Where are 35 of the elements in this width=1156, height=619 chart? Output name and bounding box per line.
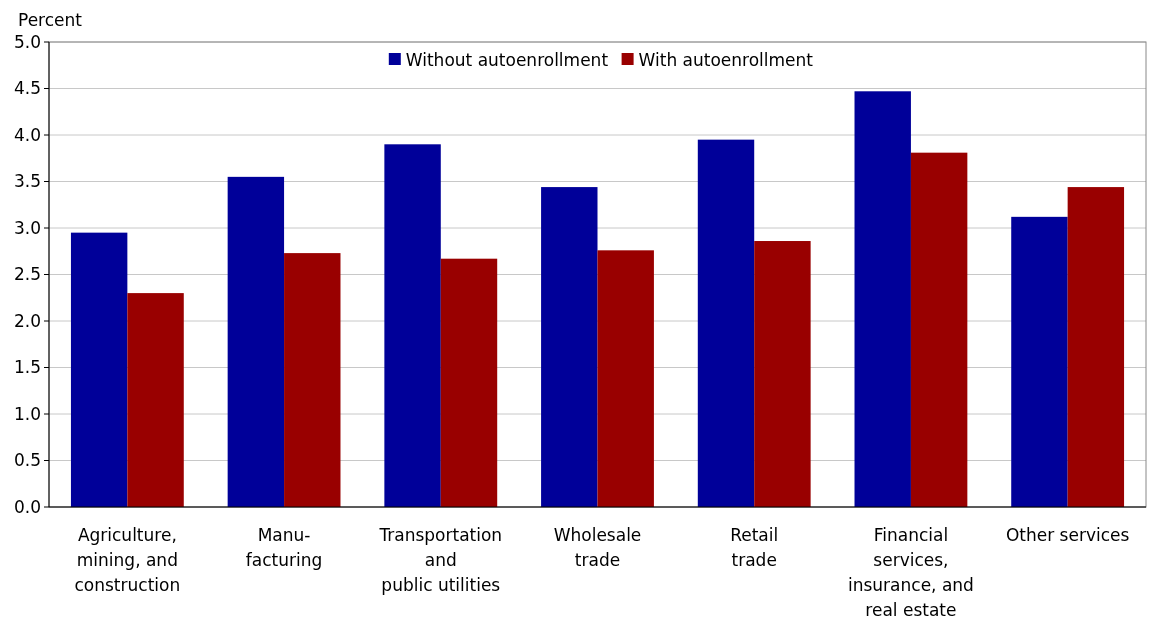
x-tick-label: Transportation and public utilities: [378, 525, 503, 595]
legend-label: With autoenrollment: [638, 49, 814, 70]
legend-label: Without autoenrollment: [405, 49, 609, 70]
y-tick-label: 2.0: [13, 310, 41, 331]
x-tick-label: Manu- facturing: [245, 525, 323, 570]
y-tick-label: 1.0: [13, 403, 41, 424]
bar: [754, 241, 811, 507]
bar: [541, 187, 598, 507]
bar: [854, 91, 911, 507]
bar: [597, 250, 654, 507]
bar: [227, 176, 285, 507]
y-tick-label: 1.5: [13, 357, 41, 378]
x-tick-label: Agriculture, mining, and construction: [74, 525, 181, 595]
bar: [127, 293, 184, 507]
bar: [284, 253, 341, 507]
x-tick-label: Other services: [1005, 525, 1130, 545]
y-tick-label: 3.0: [13, 217, 41, 238]
y-axis-title: Percent: [18, 10, 83, 30]
bar: [70, 232, 128, 507]
y-tick-label: 2.5: [13, 264, 41, 285]
y-tick-label: 4.5: [13, 78, 41, 99]
x-tick-label: Retail trade: [730, 525, 779, 570]
bar: [384, 144, 441, 507]
bar: [910, 152, 968, 507]
y-tick-label: 3.5: [13, 171, 41, 192]
y-tick-label: 0.0: [13, 496, 41, 517]
bar: [1011, 216, 1068, 507]
y-tick-label: 5.0: [13, 31, 41, 52]
bar: [1067, 187, 1125, 507]
bar: [697, 139, 755, 507]
y-tick-label: 0.5: [13, 450, 41, 471]
x-tick-label: Financial services, insurance, and real estate: [847, 525, 974, 619]
bar: [440, 258, 498, 507]
y-tick-label: 4.0: [13, 124, 41, 145]
x-tick-label: Wholesale trade: [553, 525, 642, 570]
